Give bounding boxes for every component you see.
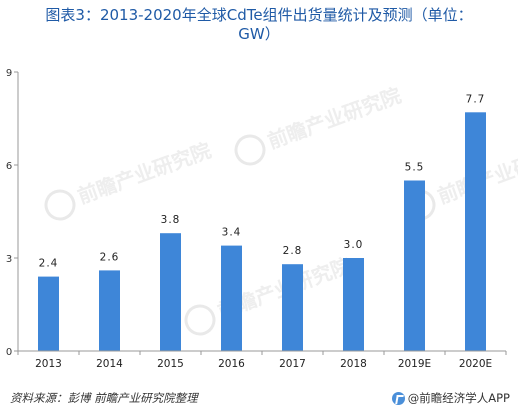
x-tick-label: 2019E [398,358,431,370]
x-tick-label: 2020E [459,358,492,370]
x-tick-label: 2015 [157,358,184,370]
brand-credit-label: @前瞻经济学人APP [407,391,510,405]
data-label: 3.0 [344,239,364,251]
brand-logo-icon [391,391,405,405]
y-axis: 0 3 6 9 [6,68,19,358]
data-label: 7.7 [466,93,486,105]
watermark-logo-icon [234,134,266,166]
x-tick-label: 2013 [35,358,62,370]
watermark-text: 前瞻产业研究院 [264,83,404,153]
bar [343,258,364,351]
chart-title: 图表3：2013-2020年全球CdTe组件出货量统计及预测（单位： GW） [0,6,518,44]
footer: 资料来源：彭博 前瞻产业研究院整理 @前瞻经济学人APP [6,388,514,408]
data-label: 5.5 [405,162,425,174]
y-tick-label: 6 [6,161,12,172]
bar [160,233,181,351]
chart-title-line1: 图表3：2013-2020年全球CdTe组件出货量统计及预测（单位： [45,6,473,24]
bar [282,264,303,351]
watermark-logo-icon [44,189,76,221]
x-tick-label: 2014 [96,358,123,370]
bar [465,112,486,351]
bars-group: 2.4 2.6 3.8 3.4 2.8 3.0 5.5 7.7 [38,93,486,351]
y-tick-label: 9 [6,68,12,79]
bar [38,276,59,351]
y-tick-label: 3 [6,254,12,265]
watermark-text: 前瞻产业研究院 [74,138,214,208]
x-tick-label: 2016 [218,358,245,370]
watermark: 前瞻产业研究院 [234,83,404,166]
bar [404,180,425,351]
bar [221,245,242,351]
brand-credit: @前瞻经济学人APP [391,390,510,406]
x-tick-label: 2017 [279,358,306,370]
watermark: 前瞻产业研究院 [184,253,354,336]
data-label: 3.8 [161,214,181,226]
watermark: 前瞻产业研究院 [44,138,214,221]
data-label: 2.8 [283,245,303,257]
data-label: 2.6 [100,251,120,263]
source-note: 资料来源：彭博 前瞻产业研究院整理 [10,391,198,405]
chart-title-line2: GW） [238,25,280,43]
watermark-logo-icon [184,304,216,336]
data-label: 2.4 [39,258,59,270]
bar [99,270,120,351]
data-label: 3.4 [222,227,242,239]
x-axis: 2013 2014 2015 2016 2017 2018 2019E 2020E [17,350,507,370]
x-tick-label: 2018 [340,358,367,370]
y-tick-label: 0 [6,347,12,358]
